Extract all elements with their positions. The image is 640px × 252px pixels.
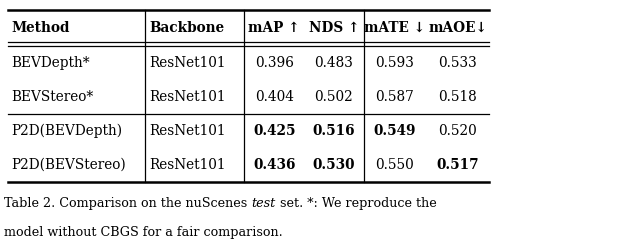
Text: mAOE↓: mAOE↓ [428,21,487,35]
Text: set. *: We reproduce the: set. *: We reproduce the [276,197,436,210]
Text: mATE ↓: mATE ↓ [364,21,426,35]
Text: Backbone: Backbone [149,21,224,35]
Text: BEVDepth*: BEVDepth* [12,56,90,70]
Text: BEVStereo*: BEVStereo* [12,90,94,104]
Text: model without CBGS for a fair comparison.: model without CBGS for a fair comparison… [4,226,284,239]
Text: Table 2. Comparison on the nuScenes: Table 2. Comparison on the nuScenes [4,197,252,210]
Text: ResNet101: ResNet101 [149,158,226,172]
Text: NDS ↑: NDS ↑ [308,21,359,35]
Text: 0.483: 0.483 [314,56,353,70]
Text: P2D(BEVStereo): P2D(BEVStereo) [12,158,126,172]
Text: P2D(BEVDepth): P2D(BEVDepth) [12,123,123,138]
Text: Method: Method [12,21,70,35]
Text: 0.550: 0.550 [376,158,414,172]
Text: 0.530: 0.530 [312,158,355,172]
Text: ResNet101: ResNet101 [149,90,226,104]
Text: 0.518: 0.518 [438,90,477,104]
Text: 0.516: 0.516 [312,124,355,138]
Text: 0.549: 0.549 [374,124,416,138]
Text: 0.593: 0.593 [376,56,414,70]
Text: test: test [252,197,276,210]
Text: 0.533: 0.533 [438,56,477,70]
Text: 0.502: 0.502 [314,90,353,104]
Text: 0.436: 0.436 [253,158,296,172]
Text: 0.404: 0.404 [255,90,294,104]
Text: ResNet101: ResNet101 [149,124,226,138]
Text: mAP ↑: mAP ↑ [248,21,300,35]
Text: 0.520: 0.520 [438,124,477,138]
Text: 0.517: 0.517 [436,158,479,172]
Text: ResNet101: ResNet101 [149,56,226,70]
Text: 0.425: 0.425 [253,124,296,138]
Text: 0.587: 0.587 [376,90,414,104]
Text: 0.396: 0.396 [255,56,294,70]
